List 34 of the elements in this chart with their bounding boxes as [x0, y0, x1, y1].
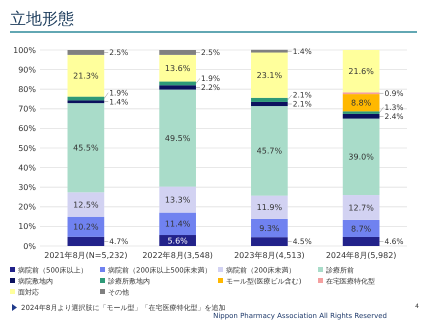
y-tick-label: 40%: [18, 163, 36, 172]
data-label: 45.7%: [256, 146, 282, 156]
chart-title: 立地形態: [10, 9, 74, 28]
y-tick-label: 20%: [18, 202, 36, 212]
x-tick-label: 2024年8月(5,982): [326, 251, 396, 260]
data-label: 13.3%: [164, 195, 191, 204]
data-label: 21.3%: [73, 72, 99, 81]
data-label: 13.6%: [164, 64, 191, 74]
data-label: 10.2%: [73, 222, 99, 232]
data-label: 8.8%: [350, 98, 372, 108]
data-label: 49.5%: [164, 134, 191, 143]
y-tick-label: 0%: [23, 242, 36, 251]
y-tick-label: 60%: [18, 124, 36, 134]
x-tick-label: 2023年8月(4,513): [234, 251, 305, 260]
y-tick-label: 30%: [18, 183, 36, 192]
data-label: 5.6%: [167, 236, 188, 246]
data-label: 12.7%: [348, 203, 374, 212]
y-tick-label: 10%: [18, 222, 36, 232]
y-tick-label: 50%: [18, 144, 36, 153]
x-tick-label: 2021年8月(N=5,232): [44, 251, 128, 260]
data-label: 8.7%: [350, 224, 372, 234]
data-label: 11.9%: [256, 203, 282, 212]
data-label: 45.5%: [73, 144, 99, 153]
data-label: 39.0%: [348, 152, 374, 162]
data-label: 11.4%: [164, 220, 191, 229]
data-label: 21.6%: [348, 66, 374, 76]
x-tick-label: 2022年8月(3,548): [142, 251, 213, 260]
y-tick-label: 70%: [18, 104, 36, 114]
data-label: 9.3%: [259, 224, 280, 233]
y-tick-label: 80%: [18, 85, 36, 94]
y-tick-label: 100%: [13, 46, 36, 55]
data-label: 12.5%: [73, 200, 99, 210]
data-label: 23.1%: [256, 70, 282, 80]
y-tick-label: 90%: [18, 65, 36, 74]
